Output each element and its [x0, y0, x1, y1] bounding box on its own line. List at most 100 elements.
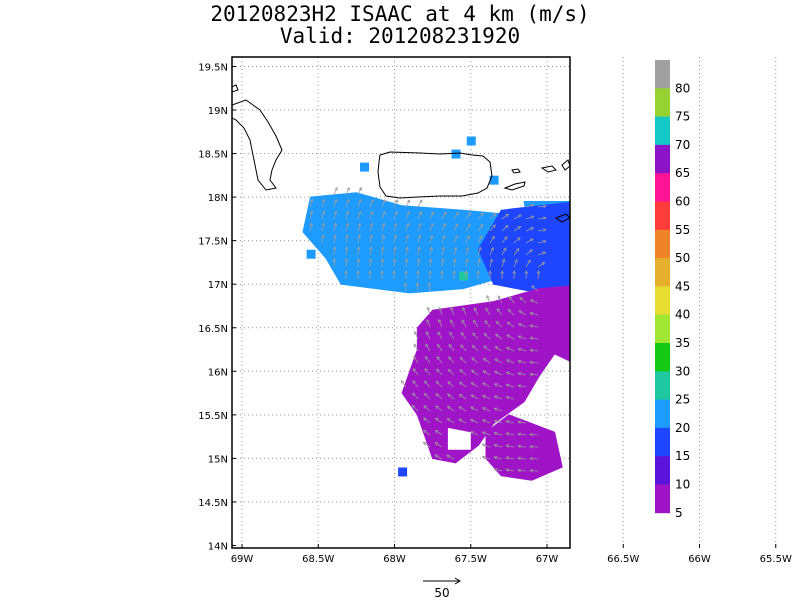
wind-vector-head	[481, 431, 486, 435]
wind-vector-head	[434, 417, 439, 422]
wind-vector	[525, 238, 534, 244]
wind-vector-head	[490, 246, 494, 251]
wind-vector-head	[392, 258, 397, 262]
wind-vector-head	[423, 405, 428, 409]
wind-vector	[429, 247, 433, 256]
wind-vector-head	[321, 210, 326, 215]
wind-vector	[530, 325, 539, 328]
wind-vector-head	[392, 270, 396, 274]
wind-vector	[450, 307, 455, 316]
wind-vector	[465, 247, 469, 256]
wind-vector	[425, 343, 431, 352]
wind-vector-head	[517, 444, 522, 449]
lat-tick-label: 19N	[208, 106, 228, 117]
wind-vector	[506, 469, 515, 472]
wind-vector	[489, 247, 494, 256]
wind-vector-head	[482, 395, 486, 399]
wind-vector-head	[466, 234, 470, 239]
wind-vector	[381, 247, 384, 256]
wind-vector	[435, 417, 443, 424]
wind-vector	[518, 372, 527, 376]
colorbar-label: 45	[675, 279, 690, 293]
wind-vector-head	[369, 234, 373, 239]
wind-vector	[465, 235, 470, 244]
wind-vector-head	[505, 395, 510, 400]
wind-patch	[604, 285, 613, 294]
wind-vector-head	[524, 270, 529, 274]
wind-vector-head	[447, 368, 452, 373]
wind-vector	[369, 199, 374, 208]
wind-vector-head	[542, 251, 547, 255]
wind-vector	[507, 322, 515, 328]
wind-vector	[436, 381, 443, 388]
wind-vector	[309, 223, 312, 232]
wind-vector	[393, 258, 396, 268]
hispaniola-coast	[232, 99, 283, 191]
wind-vector	[453, 247, 457, 256]
wind-vector	[428, 282, 431, 292]
wind-vector-head	[518, 310, 523, 314]
wind-vector	[381, 258, 383, 268]
wind-vector	[470, 406, 479, 412]
wind-vector	[506, 334, 515, 340]
wind-vector-head	[429, 246, 433, 251]
wind-vector-head	[370, 210, 374, 215]
wind-vector-head	[543, 204, 547, 209]
wind-vector-head	[345, 234, 349, 239]
wind-vector	[333, 258, 335, 268]
wind-vector-head	[441, 246, 445, 251]
wind-vector-head	[411, 404, 416, 409]
wind-vector-head	[344, 258, 349, 262]
colorbar-label: 30	[675, 364, 690, 378]
plot-frame	[231, 56, 571, 549]
wind-vector	[531, 285, 539, 292]
wind-vector-head	[467, 211, 472, 216]
lat-tick-label: 19.5N	[198, 62, 228, 73]
wind-vector-head	[493, 407, 498, 411]
wind-vector	[518, 335, 527, 340]
wind-vector-head	[406, 199, 411, 203]
wind-vector-head	[416, 258, 421, 262]
wind-vector-head	[505, 468, 510, 472]
colorbar-label: 65	[675, 166, 690, 180]
wind-vector	[518, 445, 527, 448]
wind-vector-head	[481, 407, 486, 411]
wind-vector	[448, 344, 455, 352]
wind-vector-head	[462, 306, 466, 311]
wind-vector	[357, 199, 362, 208]
wind-vector	[530, 337, 539, 340]
puerto-rico-coast	[377, 151, 493, 199]
wind-vector	[477, 212, 484, 220]
wind-vector	[369, 235, 372, 244]
wind-vector	[518, 323, 527, 328]
wind-vector	[427, 307, 431, 316]
wind-vector-head	[426, 306, 431, 311]
wind-vector-head	[452, 258, 457, 263]
wind-vector	[489, 259, 493, 268]
wind-vector	[413, 356, 419, 364]
wind-vector-head	[517, 468, 521, 473]
colorbar-swatch	[655, 258, 670, 287]
wind-vector	[357, 223, 361, 232]
wind-patch	[306, 249, 316, 259]
wind-vector	[482, 407, 491, 412]
wind-vector-head	[430, 222, 434, 227]
colorbar-label: 55	[675, 223, 690, 237]
wind-vector	[519, 297, 527, 304]
wind-vector-head	[481, 455, 486, 459]
wind-vector	[441, 247, 445, 256]
wind-vector-head	[536, 270, 541, 274]
wind-vector	[333, 247, 336, 256]
wind-region-south-isle	[485, 414, 563, 481]
wind-vector-head	[452, 270, 456, 274]
colorbar-swatch	[655, 371, 670, 400]
wind-patch	[466, 136, 476, 146]
wind-vector-head	[454, 223, 459, 227]
wind-vector	[393, 199, 398, 208]
wind-vector	[423, 417, 431, 424]
wind-vector	[345, 247, 348, 256]
wind-vector	[470, 419, 479, 424]
colorbar-swatch	[655, 88, 670, 117]
wind-vector	[429, 235, 433, 244]
wind-vector-head	[482, 358, 487, 362]
